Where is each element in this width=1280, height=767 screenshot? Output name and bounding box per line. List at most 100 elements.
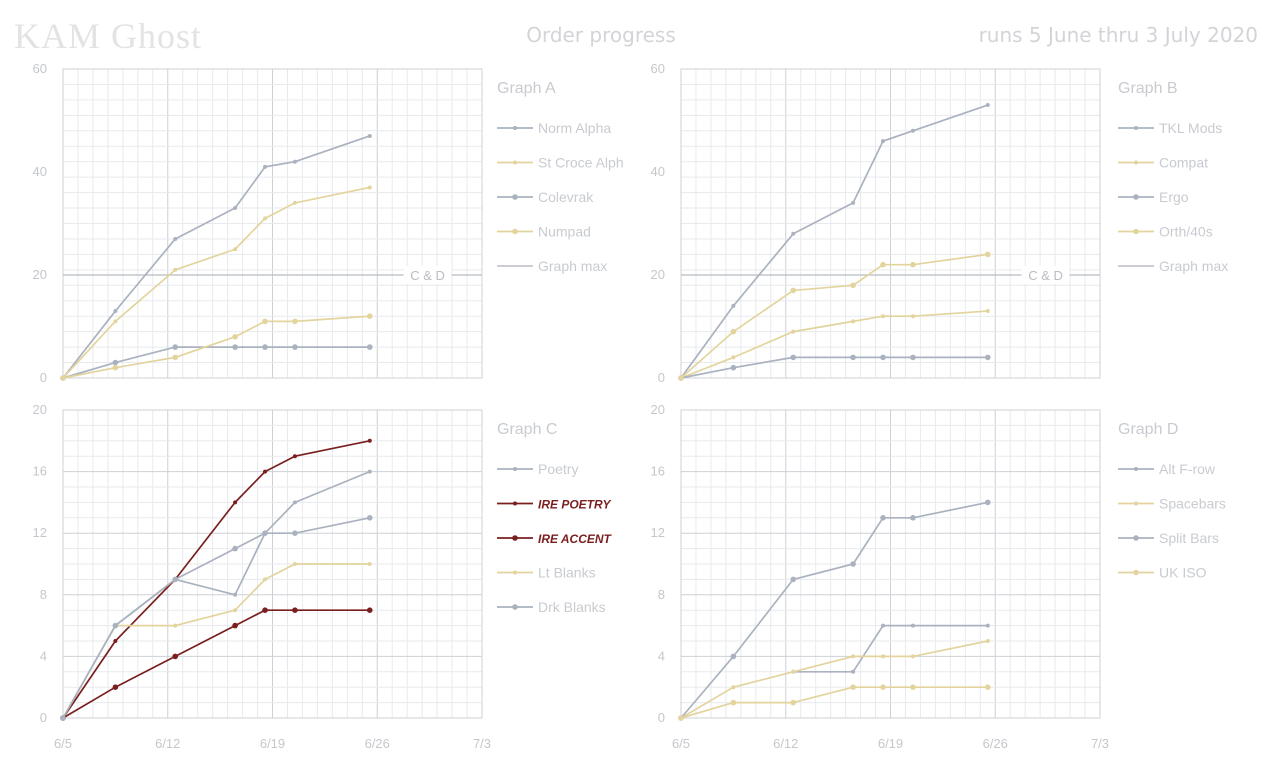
y-tick-label: 16 bbox=[33, 464, 47, 479]
data-point-colevrak bbox=[112, 359, 119, 366]
data-point-ire-accent bbox=[366, 607, 373, 613]
ref-label-bg bbox=[403, 266, 452, 284]
legend-label-tkl-mods: TKL Mods bbox=[1159, 120, 1222, 136]
plot-frame bbox=[62, 409, 483, 719]
data-point-ire-accent bbox=[172, 653, 179, 660]
data-point-numpad bbox=[262, 318, 268, 325]
plot-frame bbox=[680, 409, 1101, 719]
series-line-ire-accent bbox=[62, 609, 370, 719]
data-point-lt-blanks bbox=[263, 577, 268, 582]
data-point-numpad bbox=[292, 318, 298, 325]
chart-b: 0 20 40 60 C & D Graph B TKL Mods Compat Ergo Ort… bbox=[651, 61, 1229, 385]
data-point-norm-alpha bbox=[113, 309, 118, 314]
graph-title: Graph D bbox=[1118, 421, 1178, 438]
data-point-compat bbox=[985, 309, 990, 314]
data-point-lt-blanks bbox=[292, 562, 297, 566]
data-point-st-croce-alph bbox=[233, 247, 238, 252]
data-point-numpad bbox=[232, 334, 238, 340]
data-point-st-croce-alph bbox=[292, 200, 297, 205]
legend-marker-numpad bbox=[512, 228, 518, 235]
y-tick-label: 4 bbox=[40, 648, 47, 663]
ref-line-label: C & D bbox=[1028, 268, 1063, 283]
legend-marker-colevrak bbox=[512, 194, 518, 200]
series-line-drk-blanks bbox=[62, 516, 370, 719]
data-point-numpad bbox=[60, 375, 66, 381]
legend-marker-uk-iso bbox=[1133, 569, 1139, 576]
legend-marker-alt-f-row bbox=[1134, 467, 1138, 471]
data-point-numpad bbox=[172, 354, 179, 361]
data-point-colevrak bbox=[366, 344, 373, 350]
data-point-ergo bbox=[880, 354, 886, 361]
data-point-ire-accent bbox=[232, 622, 238, 629]
page-title: Order progress bbox=[526, 23, 676, 47]
data-point-alt-f-row bbox=[985, 623, 990, 628]
data-point-uk-iso bbox=[730, 699, 737, 706]
legend-label-uk-iso: UK ISO bbox=[1159, 565, 1207, 581]
legend-marker-orth-40s bbox=[1133, 228, 1139, 235]
legend-marker-ire-accent bbox=[512, 535, 518, 541]
chart-a: 0 20 40 60 C & D Graph A Norm Alpha St Croce Al… bbox=[33, 61, 624, 385]
data-point-lt-blanks bbox=[367, 562, 372, 566]
legend-label-split-bars: Split Bars bbox=[1159, 530, 1219, 546]
data-point-st-croce-alph bbox=[263, 216, 268, 221]
legend-label-norm-alpha: Norm Alpha bbox=[538, 120, 611, 136]
x-tick-label: 6/5 bbox=[672, 736, 690, 751]
data-point-poetry bbox=[292, 500, 297, 505]
data-point-norm-alpha bbox=[263, 164, 268, 169]
data-point-ire-accent bbox=[262, 607, 268, 613]
data-point-poetry bbox=[367, 469, 372, 474]
brand-logo-text: KAM Ghost bbox=[14, 16, 202, 56]
legend-label-drk-blanks: Drk Blanks bbox=[538, 599, 606, 615]
data-point-orth-40s bbox=[730, 328, 737, 335]
legend-marker-compat bbox=[1134, 160, 1138, 165]
series-line-st-croce-alph bbox=[62, 186, 370, 379]
data-point-orth-40s bbox=[790, 287, 797, 294]
data-point-ire-poetry bbox=[292, 454, 297, 459]
data-point-split-bars bbox=[910, 515, 916, 521]
data-point-drk-blanks bbox=[262, 530, 268, 536]
series-line-spacebars bbox=[680, 640, 988, 719]
x-tick-label: 6/12 bbox=[773, 736, 798, 751]
legend-marker-st-croce-alph bbox=[513, 160, 517, 165]
data-point-st-croce-alph bbox=[367, 185, 372, 190]
data-point-split-bars bbox=[984, 499, 991, 506]
data-point-compat bbox=[910, 314, 915, 319]
plot-frame bbox=[680, 68, 1101, 379]
data-point-drk-blanks bbox=[112, 622, 119, 629]
graph-title: Graph C bbox=[497, 421, 557, 438]
legend-label-spacebars: Spacebars bbox=[1159, 496, 1226, 512]
data-point-norm-alpha bbox=[292, 159, 297, 164]
legend-marker-poetry bbox=[513, 467, 517, 471]
data-point-uk-iso bbox=[850, 684, 856, 690]
x-tick-label: 6/26 bbox=[983, 736, 1008, 751]
x-tick-label: 6/19 bbox=[878, 736, 903, 751]
data-point-drk-blanks bbox=[172, 576, 179, 583]
y-tick-label: 0 bbox=[658, 710, 665, 725]
data-point-compat bbox=[881, 314, 886, 319]
data-point-ire-poetry bbox=[367, 438, 372, 443]
legend-label-ire-poetry: IRE POETRY bbox=[538, 498, 611, 512]
legend-marker-ire-poetry bbox=[513, 501, 517, 506]
legend-label-compat: Compat bbox=[1159, 155, 1208, 171]
data-point-alt-f-row bbox=[851, 669, 856, 674]
data-point-ergo bbox=[730, 364, 737, 371]
data-point-split-bars bbox=[790, 576, 797, 583]
data-point-uk-iso bbox=[790, 699, 797, 706]
y-tick-label: 20 bbox=[33, 402, 47, 417]
x-tick-label: 6/5 bbox=[54, 736, 72, 751]
plot-frame bbox=[62, 68, 483, 379]
y-tick-label: 0 bbox=[40, 710, 47, 725]
legend-marker-lt-blanks bbox=[513, 570, 517, 575]
legend-label-graph-max: Graph max bbox=[538, 258, 607, 274]
data-point-split-bars bbox=[850, 561, 856, 567]
data-point-colevrak bbox=[232, 344, 238, 350]
data-point-norm-alpha bbox=[233, 206, 238, 211]
data-point-compat bbox=[731, 355, 736, 360]
data-point-tkl-mods bbox=[731, 303, 736, 308]
data-point-spacebars bbox=[881, 654, 886, 659]
data-point-ergo bbox=[910, 354, 916, 361]
x-tick-label: 7/3 bbox=[1091, 736, 1109, 751]
data-point-ergo bbox=[790, 354, 797, 361]
